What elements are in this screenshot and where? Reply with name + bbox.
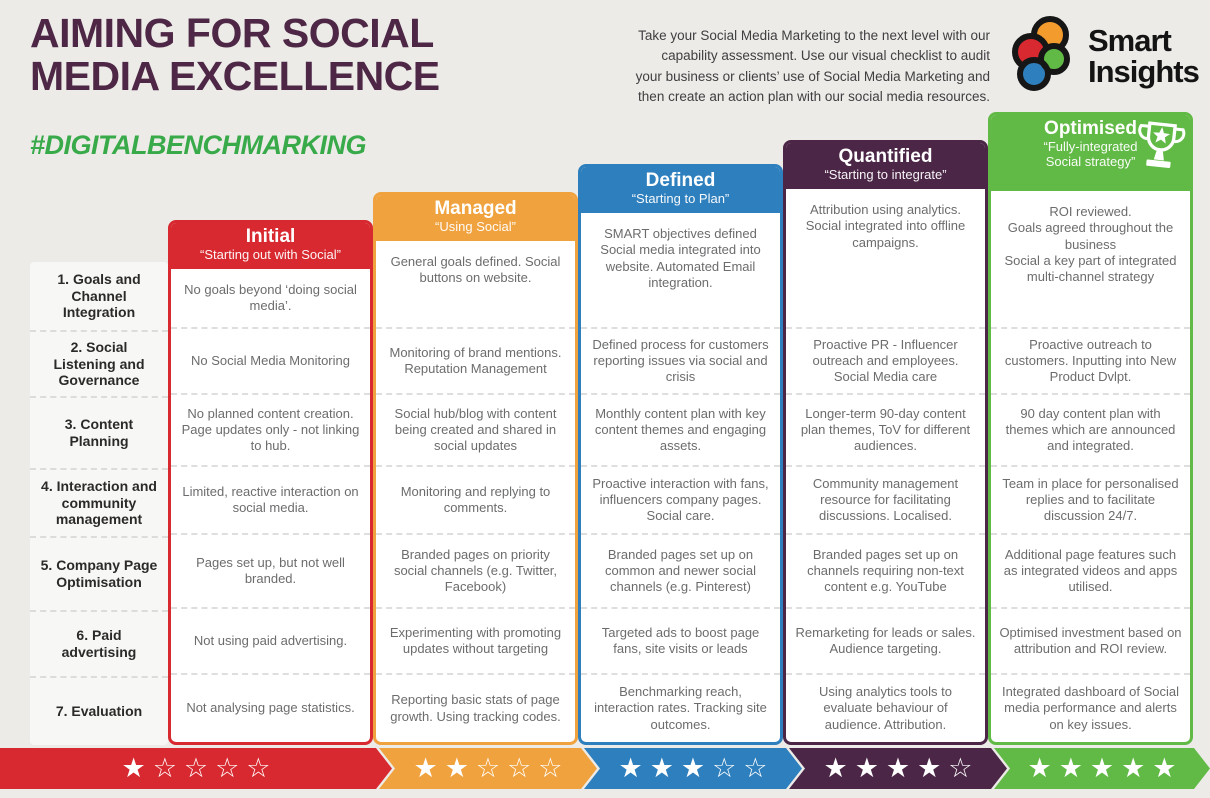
column-defined-body: SMART objectives defined Social media in… (581, 213, 780, 742)
cell-defined-page: Branded pages set up on common and newer… (581, 535, 780, 609)
cell-initial-listening: No Social Media Monitoring (171, 329, 370, 395)
rating-segment-quantified: ★★★★☆ (789, 748, 1007, 789)
column-managed-header: Managed “Using Social” (376, 195, 575, 241)
cell-quantified-goals: Attribution using analytics. Social inte… (786, 189, 985, 329)
column-managed-subtitle: “Using Social” (435, 218, 516, 234)
cell-initial-goals: No goals beyond ‘doing social media’. (171, 269, 370, 329)
cell-quantified-content: Longer-term 90-day content plan themes, … (786, 395, 985, 467)
cell-quantified-listening: Proactive PR - Influencer outreach and e… (786, 329, 985, 395)
column-defined-subtitle: “Starting to Plan” (631, 190, 730, 206)
column-optimised-subtitle: “Fully-integrated Social strategy” (1043, 138, 1138, 169)
cell-initial-paid: Not using paid advertising. (171, 609, 370, 675)
logo-word-insights: Insights (1088, 53, 1200, 89)
star-rating-managed-icon: ★★☆☆☆ (413, 753, 570, 784)
cell-managed-evaluation: Reporting basic stats of page growth. Us… (390, 692, 561, 724)
page-title-line1: AIMING FOR SOCIAL (30, 10, 434, 56)
hashtag: #DIGITALBENCHMARKING (30, 130, 367, 160)
cell-initial-content: No planned content creation. Page update… (171, 395, 370, 467)
cell-optimised-interaction: Team in place for personalised replies a… (991, 467, 1190, 535)
cell-optimised-paid: Optimised investment based on attributio… (991, 609, 1190, 675)
smart-insights-logo: Smart Insights (1008, 12, 1200, 101)
cell-initial-evaluation: Not analysing page statistics. (186, 700, 355, 716)
star-rating-optimised-icon: ★★★★★ (1027, 753, 1184, 784)
column-initial: Initial “Starting out with Social” No go… (168, 220, 373, 745)
column-optimised: Optimised “Fully-integrated Social strat… (988, 112, 1193, 745)
cell-optimised-evaluation: Integrated dashboard of Social media per… (1001, 684, 1180, 732)
rating-segment-defined: ★★★☆☆ (584, 748, 802, 789)
column-quantified-title: Quantified (838, 146, 933, 167)
rating-segment-managed: ★★☆☆☆ (379, 748, 597, 789)
column-initial-title: Initial (245, 226, 296, 247)
row-label-listening: 2. Social Listening and Governance (30, 332, 168, 398)
cell-optimised-goals: ROI reviewed. Goals agreed throughout th… (991, 191, 1190, 329)
column-defined-header: Defined “Starting to Plan” (581, 167, 780, 213)
cell-managed-paid: Experimenting with promoting updates wit… (376, 609, 575, 675)
star-rating-defined-icon: ★★★☆☆ (618, 753, 775, 784)
rating-segment-initial: ★☆☆☆☆ (0, 748, 392, 789)
column-quantified-subtitle: “Starting to integrate” (824, 166, 947, 182)
cell-quantified-paid: Remarketing for leads or sales. Audience… (786, 609, 985, 675)
row-label-page-optimisation: 5. Company Page Optimisation (30, 538, 168, 612)
column-initial-header: Initial “Starting out with Social” (171, 223, 370, 269)
column-optimised-header: Optimised “Fully-integrated Social strat… (991, 115, 1190, 191)
column-initial-body: No goals beyond ‘doing social media’. No… (171, 269, 370, 742)
column-managed-title: Managed (434, 198, 517, 219)
smart-insights-logo-text: Smart Insights (1088, 23, 1200, 89)
cell-quantified-evaluation: Using analytics tools to evaluate behavi… (819, 684, 952, 732)
cell-defined-listening: Defined process for customers reporting … (581, 329, 780, 395)
cell-defined-paid: Targeted ads to boost page fans, site vi… (581, 609, 780, 675)
cell-quantified-interaction: Community management resource for facili… (786, 467, 985, 535)
trophy-icon (1129, 116, 1190, 181)
column-quantified: Quantified “Starting to integrate” Attri… (783, 140, 988, 745)
cell-defined-interaction: Proactive interaction with fans, influen… (581, 467, 780, 535)
column-initial-subtitle: “Starting out with Social” (200, 246, 341, 262)
cell-quantified-page: Branded pages set up on channels requiri… (786, 535, 985, 609)
column-managed-body: General goals defined. Social buttons on… (376, 241, 575, 742)
column-optimised-title: Optimised (1044, 118, 1137, 139)
rating-segment-optimised: ★★★★★ (994, 748, 1210, 789)
cell-managed-listening: Monitoring of brand mentions. Reputation… (376, 329, 575, 395)
row-label-content: 3. Content Planning (30, 398, 168, 470)
intro-description: Take your Social Media Marketing to the … (635, 28, 990, 104)
cell-managed-interaction: Monitoring and replying to comments. (376, 467, 575, 535)
star-rating-quantified-icon: ★★★★☆ (823, 753, 980, 784)
cell-managed-content: Social hub/blog with content being creat… (376, 395, 575, 467)
column-optimised-body: ROI reviewed. Goals agreed throughout th… (991, 191, 1190, 742)
row-label-goals: 1. Goals and Channel Integration (30, 262, 168, 332)
column-managed: Managed “Using Social” General goals def… (373, 192, 578, 745)
column-quantified-header: Quantified “Starting to integrate” (786, 143, 985, 189)
page-title-line2: MEDIA EXCELLENCE (30, 53, 440, 100)
row-labels-column: 1. Goals and Channel Integration 2. Soci… (30, 262, 168, 745)
cell-optimised-listening: Proactive outreach to customers. Inputti… (991, 329, 1190, 395)
column-defined-title: Defined (645, 170, 716, 191)
cell-managed-page: Branded pages on priority social channel… (376, 535, 575, 609)
cell-initial-page: Pages set up, but not well branded. (171, 535, 370, 609)
cell-initial-interaction: Limited, reactive interaction on social … (171, 467, 370, 535)
row-label-evaluation: 7. Evaluation (55, 703, 143, 720)
logo-word-smart: Smart (1088, 23, 1172, 59)
cell-optimised-content: 90 day content plan with themes which ar… (991, 395, 1190, 467)
cell-defined-content: Monthly content plan with key content th… (581, 395, 780, 467)
column-quantified-body: Attribution using analytics. Social inte… (786, 189, 985, 742)
page-title: AIMING FOR SOCIAL MEDIA EXCELLENCE (30, 10, 440, 100)
cell-defined-evaluation: Benchmarking reach, interaction rates. T… (594, 684, 767, 732)
cell-managed-goals: General goals defined. Social buttons on… (376, 241, 575, 329)
cell-defined-goals: SMART objectives defined Social media in… (581, 213, 780, 329)
column-defined: Defined “Starting to Plan” SMART objecti… (578, 164, 783, 745)
row-label-interaction: 4. Interaction and community management (30, 470, 168, 538)
star-rating-initial-icon: ★☆☆☆☆ (121, 753, 278, 784)
smart-insights-logo-icon (1008, 12, 1082, 101)
row-label-paid-advertising: 6. Paid advertising (30, 612, 168, 678)
cell-optimised-page: Additional page features such as integra… (991, 535, 1190, 609)
